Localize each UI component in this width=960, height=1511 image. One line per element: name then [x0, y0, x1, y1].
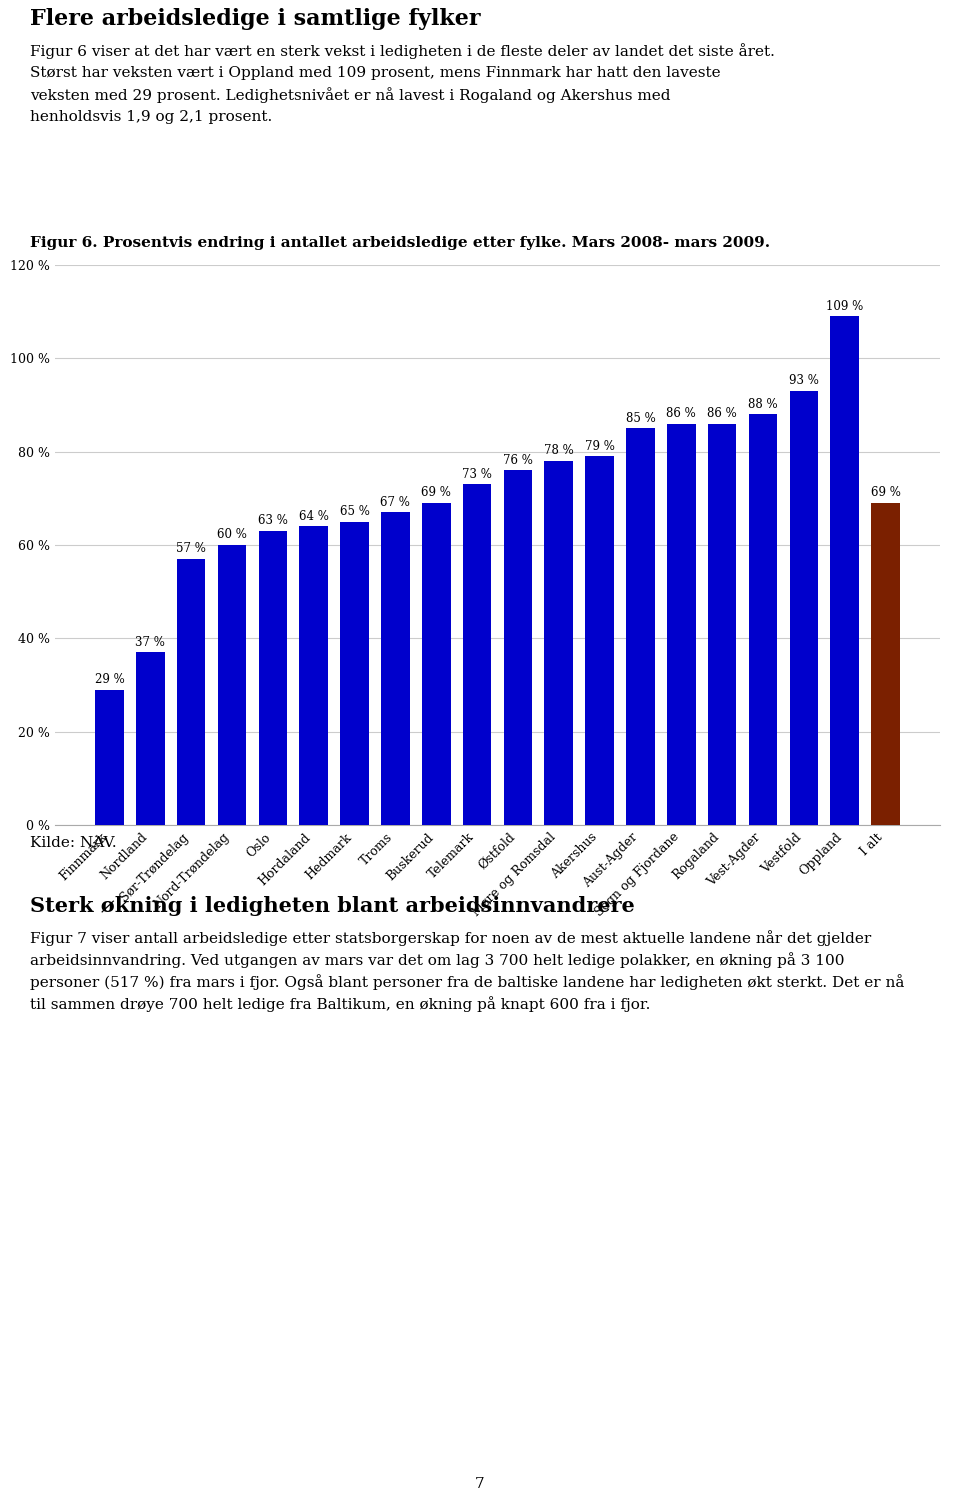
Text: 78 %: 78 %	[544, 444, 574, 458]
Text: 76 %: 76 %	[503, 453, 533, 467]
Bar	[218, 545, 247, 825]
Bar	[708, 423, 736, 825]
Text: 109 %: 109 %	[826, 299, 863, 313]
Text: Sterk økning i ledigheten blant arbeidsinnvandrere: Sterk økning i ledigheten blant arbeidsi…	[30, 896, 635, 916]
Bar	[544, 461, 573, 825]
Bar	[504, 470, 532, 825]
Text: 57 %: 57 %	[177, 542, 206, 555]
Text: til sammen drøye 700 helt ledige fra Baltikum, en økning på knapt 600 fra i fjor: til sammen drøye 700 helt ledige fra Bal…	[30, 996, 650, 1012]
Bar	[586, 456, 613, 825]
Bar	[789, 391, 818, 825]
Bar	[830, 316, 859, 825]
Bar	[258, 530, 287, 825]
Bar	[749, 414, 778, 825]
Bar	[463, 485, 492, 825]
Bar	[177, 559, 205, 825]
Bar	[340, 521, 369, 825]
Text: 88 %: 88 %	[748, 397, 778, 411]
Bar	[667, 423, 696, 825]
Text: 69 %: 69 %	[421, 487, 451, 499]
Text: 29 %: 29 %	[95, 672, 125, 686]
Bar	[381, 512, 410, 825]
Bar	[136, 653, 165, 825]
Text: henholdsvis 1,9 og 2,1 prosent.: henholdsvis 1,9 og 2,1 prosent.	[30, 110, 273, 124]
Text: 69 %: 69 %	[871, 487, 900, 499]
Text: 86 %: 86 %	[666, 406, 696, 420]
Text: 67 %: 67 %	[380, 496, 410, 509]
Text: arbeidsinnvandring. Ved utgangen av mars var det om lag 3 700 helt ledige polakk: arbeidsinnvandring. Ved utgangen av mars…	[30, 952, 845, 969]
Text: 79 %: 79 %	[585, 440, 614, 453]
Text: 86 %: 86 %	[708, 406, 737, 420]
Text: 60 %: 60 %	[217, 529, 247, 541]
Text: 73 %: 73 %	[462, 467, 492, 480]
Text: Kilde: NAV.: Kilde: NAV.	[30, 836, 116, 851]
Bar	[626, 428, 655, 825]
Text: 63 %: 63 %	[258, 514, 288, 527]
Text: 85 %: 85 %	[626, 411, 656, 425]
Text: Figur 7 viser antall arbeidsledige etter statsborgerskap for noen av de mest akt: Figur 7 viser antall arbeidsledige etter…	[30, 931, 872, 946]
Text: Figur 6 viser at det har vært en sterk vekst i ledigheten i de fleste deler av l: Figur 6 viser at det har vært en sterk v…	[30, 42, 775, 59]
Text: Flere arbeidsledige i samtlige fylker: Flere arbeidsledige i samtlige fylker	[30, 8, 481, 30]
Text: Figur 6. Prosentvis endring i antallet arbeidsledige etter fylke. Mars 2008- mar: Figur 6. Prosentvis endring i antallet a…	[30, 236, 770, 249]
Text: 65 %: 65 %	[340, 505, 370, 518]
Text: veksten med 29 prosent. Ledighetsnivået er nå lavest i Rogaland og Akershus med: veksten med 29 prosent. Ledighetsnivået …	[30, 88, 670, 103]
Bar	[95, 689, 124, 825]
Text: personer (517 %) fra mars i fjor. Også blant personer fra de baltiske landene ha: personer (517 %) fra mars i fjor. Også b…	[30, 975, 904, 990]
Text: 7: 7	[475, 1476, 485, 1490]
Text: 93 %: 93 %	[789, 375, 819, 387]
Bar	[871, 503, 900, 825]
Text: 37 %: 37 %	[135, 636, 165, 648]
Bar	[300, 526, 328, 825]
Text: Størst har veksten vært i Oppland med 109 prosent, mens Finnmark har hatt den la: Størst har veksten vært i Oppland med 10…	[30, 66, 721, 80]
Bar	[422, 503, 450, 825]
Text: 64 %: 64 %	[299, 509, 328, 523]
